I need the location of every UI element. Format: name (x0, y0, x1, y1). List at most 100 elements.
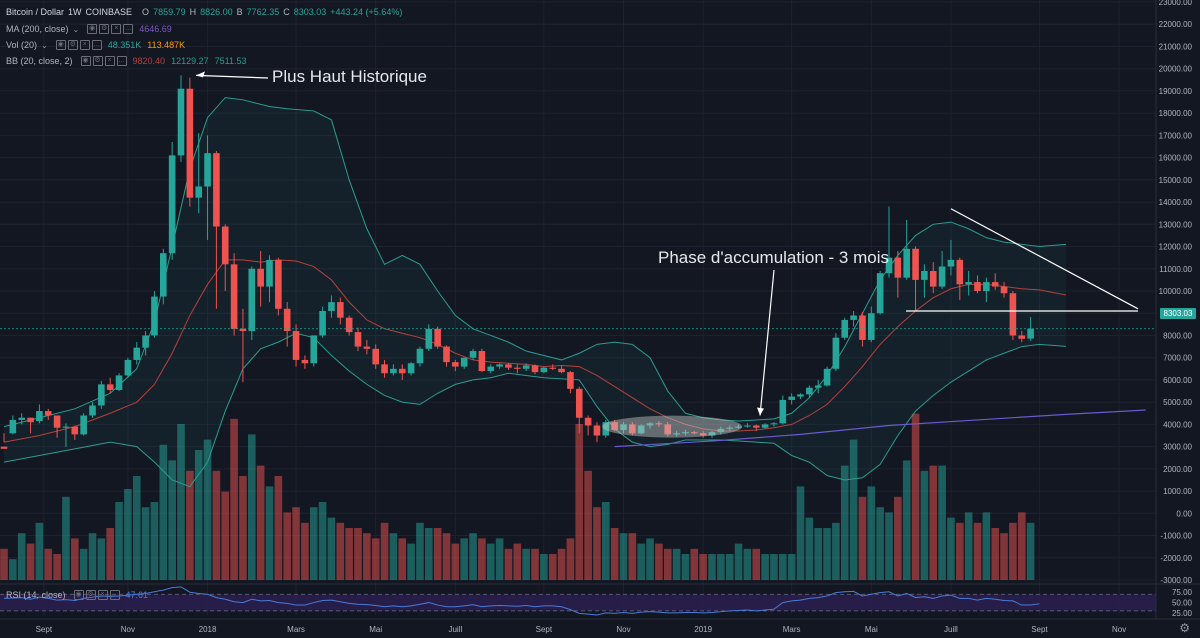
exchange: COINBASE (85, 7, 133, 17)
volume-bar (956, 522, 964, 580)
rsi-label[interactable]: RSI (14, close) (6, 590, 66, 600)
volume-bar (53, 554, 61, 580)
candle-body (177, 88, 185, 156)
volume-bar (690, 548, 699, 580)
candle-body (885, 257, 893, 274)
volume-bar (354, 528, 362, 580)
volume-bar (602, 502, 610, 580)
chevron-down-icon[interactable]: ⌄ (41, 40, 48, 50)
more-icon[interactable]: … (109, 590, 120, 600)
ma-legend[interactable]: MA (200, close) ⌄ ◉ ⚙ ×… 4646.69 (6, 24, 172, 34)
bollinger-lower-line (3, 332, 1067, 488)
ath-arrow-line (195, 74, 269, 79)
eye-icon[interactable]: ◉ (55, 40, 66, 50)
ohlc-close: 8303.03 (293, 7, 327, 17)
gear-icon[interactable]: ⚙ (67, 40, 78, 50)
accumulation-arrow-line (759, 269, 775, 416)
close-icon[interactable]: × (79, 40, 90, 50)
volume-bar (141, 507, 150, 580)
gear-icon[interactable]: ⚙ (85, 590, 96, 600)
volume-bar (920, 470, 929, 580)
close-icon[interactable]: × (111, 24, 122, 34)
rsi-legend[interactable]: RSI (14, close) ◉ ⚙ ×… 47.61 (6, 590, 148, 600)
volume-bar (752, 548, 761, 580)
volume-bar (840, 465, 849, 580)
candle-body (319, 311, 326, 336)
volume-bar (708, 554, 716, 580)
rsi-tick-label: 25.00 (1172, 609, 1193, 618)
price-tick-label: 3000.00 (1163, 443, 1192, 452)
candle-body (398, 368, 406, 374)
candle-body (540, 367, 548, 373)
volume-bar (9, 559, 17, 580)
interval[interactable]: 1W (68, 7, 82, 17)
more-icon[interactable]: … (91, 40, 102, 50)
volume-bar (256, 465, 265, 580)
candle-body (354, 332, 362, 347)
gear-icon[interactable]: ⚙ (99, 24, 110, 34)
candle-body (531, 365, 539, 373)
symbol-name[interactable]: Bitcoin / Dollar (6, 7, 65, 17)
chevron-down-icon[interactable]: ⌄ (72, 24, 80, 34)
volume-bar (88, 533, 97, 580)
vol-legend[interactable]: Vol (20) ⌄ ◉ ⚙ ×… 48.351K 113.487K (6, 40, 185, 50)
candle-body (416, 348, 424, 364)
volume-bar (557, 548, 566, 580)
candle-body (752, 425, 760, 428)
bb-upper-value: 12129.27 (171, 56, 209, 66)
volume-bar (646, 538, 654, 580)
bb-label[interactable]: BB (20, close, 2) (6, 56, 73, 66)
ma200-line (614, 409, 1146, 448)
volume-bar (318, 502, 327, 580)
candle-body (0, 446, 8, 449)
candle-body (106, 384, 114, 390)
price-tick-label: 7000.00 (1163, 354, 1192, 363)
candle-body (390, 368, 397, 374)
candle-body (806, 387, 813, 395)
candle-body (310, 335, 318, 364)
vol-label[interactable]: Vol (20) (6, 40, 38, 50)
volume-bar (1009, 522, 1017, 580)
vol-value: 48.351K (107, 40, 142, 50)
rsi-controls: ◉ ⚙ ×… (73, 590, 120, 600)
volume-bar (425, 528, 433, 580)
candle-body (965, 282, 972, 285)
candle-body (514, 367, 521, 369)
gear-icon[interactable]: ⚙ (92, 56, 103, 66)
close-icon[interactable]: × (104, 56, 115, 66)
volume-bar (982, 512, 991, 580)
eye-icon[interactable]: ◉ (73, 590, 84, 600)
more-icon[interactable]: … (116, 56, 127, 66)
eye-icon[interactable]: ◉ (80, 56, 91, 66)
time-tick-label: 2018 (199, 625, 217, 634)
candle-body (735, 426, 742, 428)
candle-body (956, 259, 964, 285)
volume-bar (79, 548, 88, 580)
volume-bar (504, 548, 513, 580)
candle-body (133, 347, 141, 360)
time-tick-label: Nov (1112, 625, 1126, 634)
volume-bar (495, 538, 504, 580)
time-tick-label: Juill (448, 625, 462, 634)
candle-body (36, 411, 43, 422)
candle-body (337, 302, 344, 318)
more-icon[interactable]: … (123, 24, 134, 34)
price-tick-label: 4000.00 (1163, 420, 1192, 429)
ma-label[interactable]: MA (200, close) (6, 24, 69, 34)
gear-icon[interactable]: ⚙ (1179, 621, 1190, 635)
ath-arrow-head (196, 71, 205, 78)
candle-body (664, 424, 672, 435)
candle-body (912, 248, 919, 280)
price-tick-label: 23000.00 (1159, 0, 1193, 7)
volume-bar (221, 491, 230, 580)
bb-basis-value: 9820.40 (132, 56, 166, 66)
bb-legend[interactable]: BB (20, close, 2) ◉ ⚙ ×… 9820.40 12129.27 … (6, 56, 247, 66)
candle-body (27, 417, 34, 423)
candle-body (142, 335, 149, 348)
eye-icon[interactable]: ◉ (87, 24, 98, 34)
volume-bar (62, 496, 70, 580)
close-icon[interactable]: × (97, 590, 108, 600)
candle-body (434, 328, 441, 347)
candle-body (275, 259, 282, 309)
